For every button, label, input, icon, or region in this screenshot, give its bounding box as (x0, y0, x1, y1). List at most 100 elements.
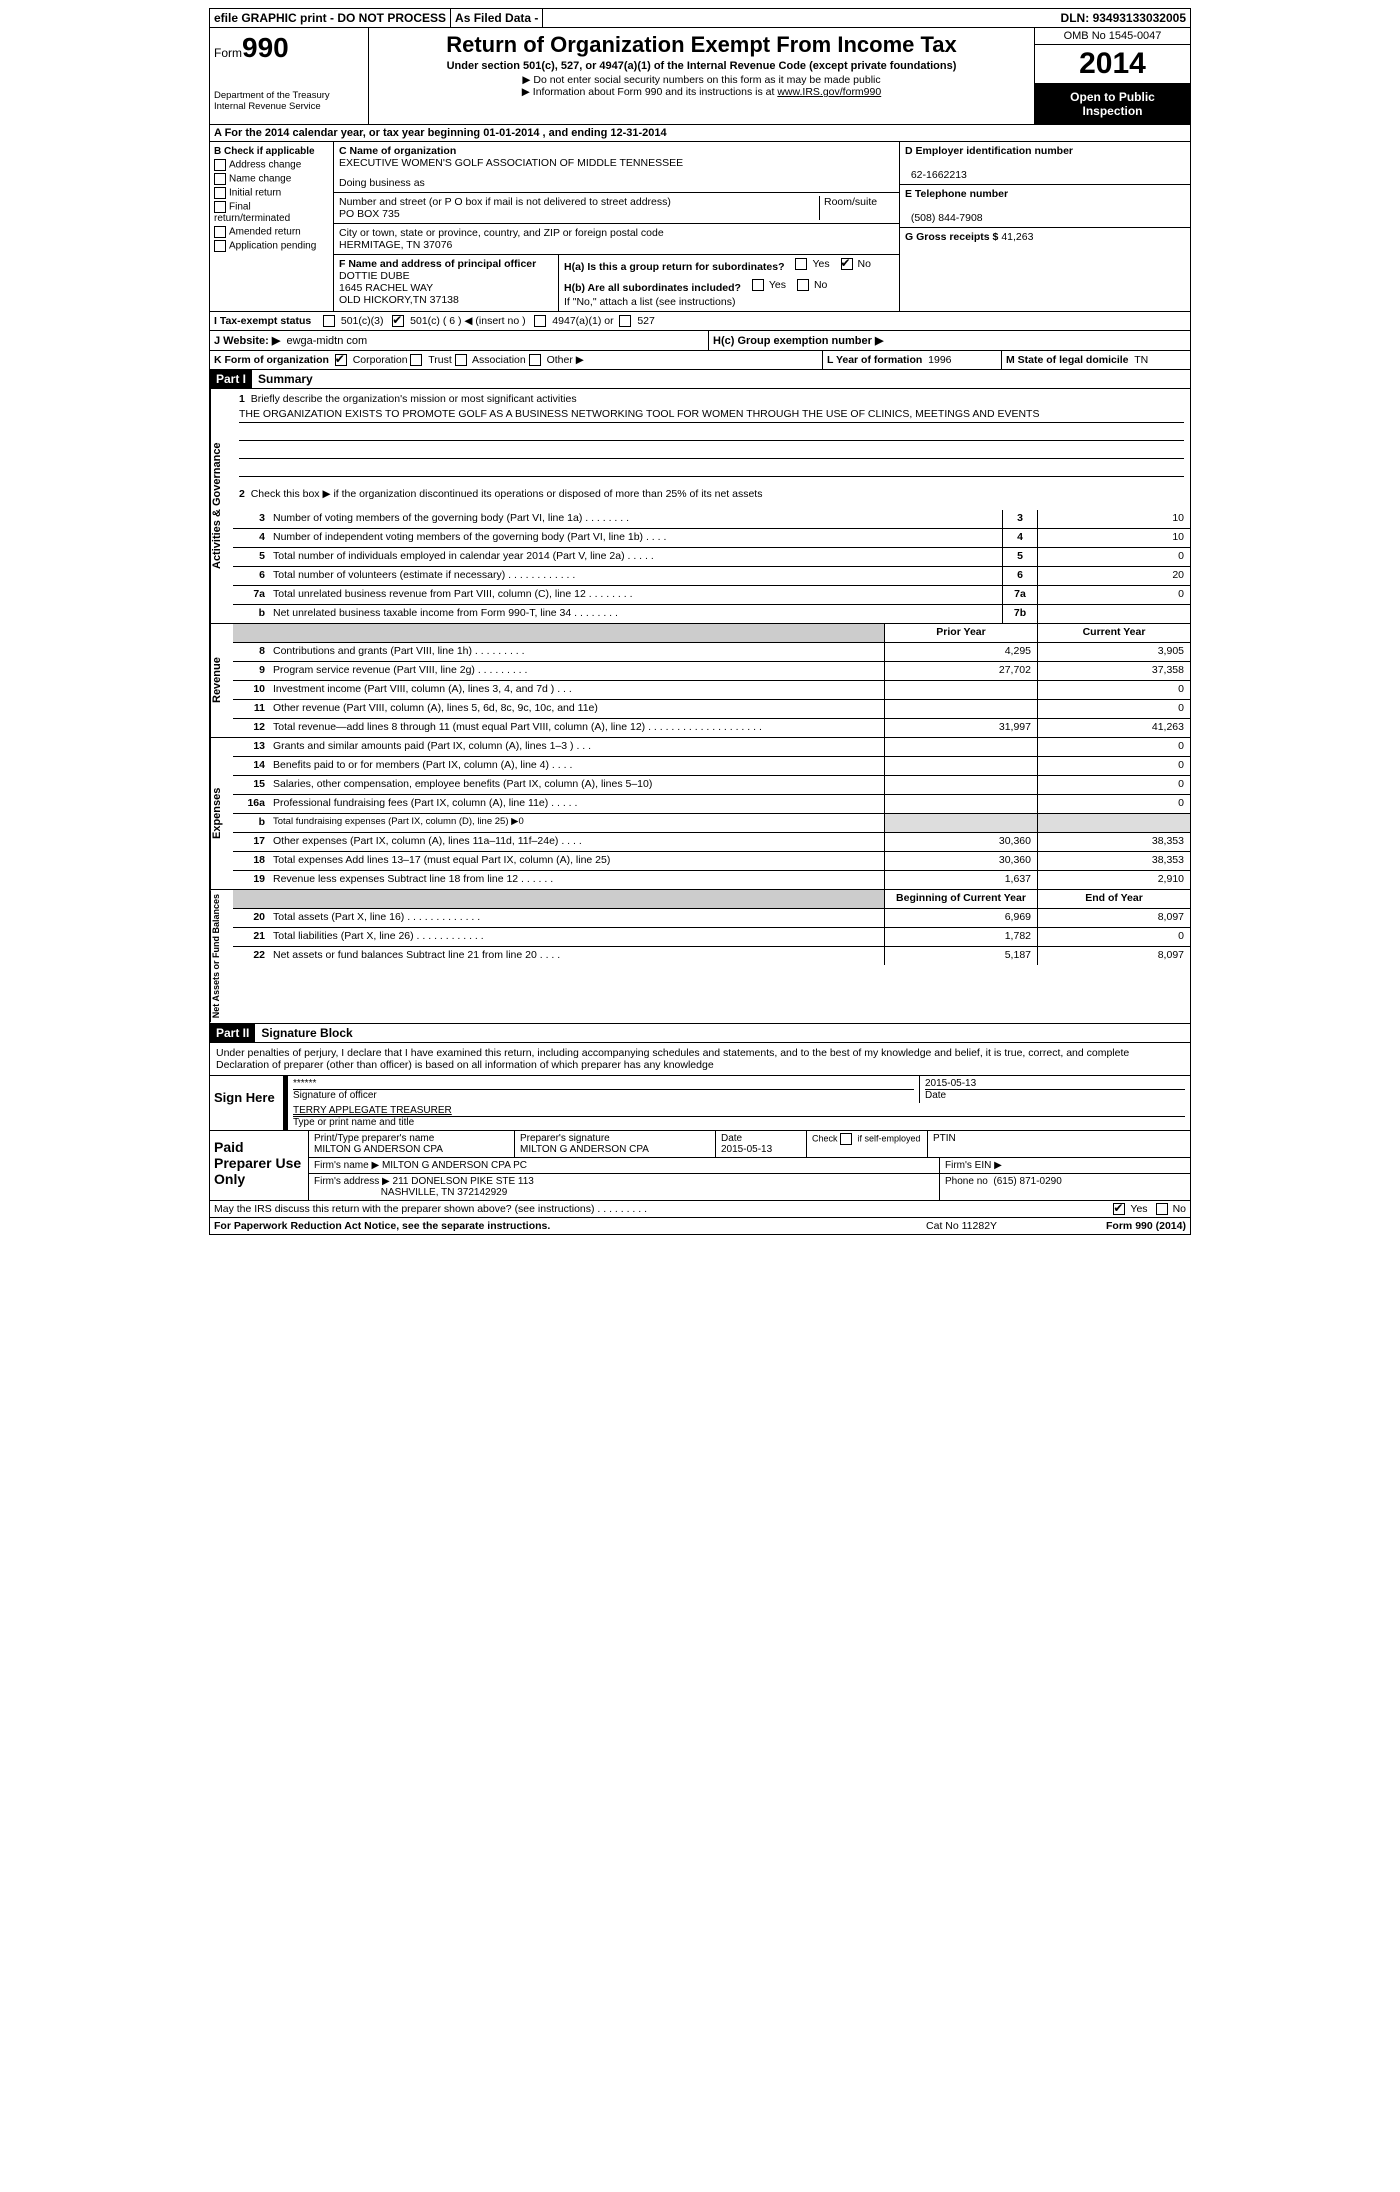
irs-link[interactable]: www.IRS.gov/form990 (777, 86, 881, 98)
501c3[interactable]: 501(c)(3) (341, 315, 384, 327)
chk-initial-return[interactable]: Initial return (214, 187, 329, 199)
chk-amended[interactable]: Amended return (214, 226, 329, 238)
irs-discuss: May the IRS discuss this return with the… (214, 1203, 1105, 1215)
data-line: 14Benefits paid to or for members (Part … (233, 757, 1190, 776)
form-number: 990 (242, 32, 289, 63)
gov-line: 7aTotal unrelated business revenue from … (233, 586, 1190, 605)
officer-name-print: TERRY APPLEGATE TREASURER (293, 1105, 1185, 1117)
sign-here-label: Sign Here (210, 1076, 284, 1130)
irs: Internal Revenue Service (214, 101, 364, 112)
ha-yes[interactable]: Yes (812, 258, 829, 270)
street-cell: Number and street (or P O box if mail is… (334, 193, 899, 224)
data-line: 19Revenue less expenses Subtract line 18… (233, 871, 1190, 889)
cat-no: Cat No 11282Y (926, 1220, 1106, 1232)
open-public: Open to Public Inspection (1035, 84, 1190, 124)
mission-blank3 (239, 462, 1184, 477)
officer-name: DOTTIE DUBE (339, 270, 410, 282)
rev-header-row: Prior Year Current Year (233, 624, 1190, 643)
officer-sig-label: Signature of officer (293, 1090, 914, 1101)
corp[interactable]: Corporation (353, 354, 408, 366)
prior-year-hdr: Prior Year (884, 624, 1037, 642)
527[interactable]: 527 (637, 315, 655, 327)
assoc[interactable]: Association (472, 354, 526, 366)
chk-final-return[interactable]: Final return/terminated (214, 201, 329, 224)
state-domicile: TN (1134, 354, 1148, 366)
form-title: Return of Organization Exempt From Incom… (375, 32, 1028, 58)
sign-here-block: Sign Here ****** Signature of officer 20… (210, 1076, 1190, 1130)
expenses-section: Expenses 13Grants and similar amounts pa… (210, 738, 1190, 890)
website[interactable]: ewga-midtn com (286, 335, 367, 347)
self-employed[interactable]: Check if self-employed (806, 1131, 927, 1157)
row-k: K Form of organization Corporation Trust… (210, 351, 1190, 370)
org-name-cell: C Name of organization EXECUTIVE WOMEN'S… (334, 142, 899, 193)
data-line: 16aProfessional fundraising fees (Part I… (233, 795, 1190, 814)
data-line: 13Grants and similar amounts paid (Part … (233, 738, 1190, 757)
dept-treasury: Department of the Treasury (214, 90, 364, 101)
data-line: 20Total assets (Part X, line 16) . . . .… (233, 909, 1190, 928)
officer-cell: F Name and address of principal officer … (334, 255, 558, 311)
exp-label: Expenses (210, 738, 233, 889)
header-left: Form990 Department of the Treasury Inter… (210, 28, 369, 124)
4947a1[interactable]: 4947(a)(1) or (552, 315, 613, 327)
header-center: Return of Organization Exempt From Incom… (369, 28, 1034, 124)
street-label: Number and street (or P O box if mail is… (339, 196, 671, 208)
prep-name-label: Print/Type preparer's name (314, 1133, 509, 1144)
col-d: D Employer identification number 62-1662… (899, 142, 1190, 311)
chk-name-change[interactable]: Name change (214, 173, 329, 185)
chk-address-change[interactable]: Address change (214, 159, 329, 171)
ha-no[interactable]: No (858, 258, 871, 270)
irs-discuss-row: May the IRS discuss this return with the… (210, 1200, 1190, 1217)
tel-cell: E Telephone number (508) 844-7908 (900, 185, 1190, 228)
hb-no[interactable]: No (814, 279, 827, 291)
city: HERMITAGE, TN 37076 (339, 239, 452, 251)
activities-governance: Activities & Governance 1 Briefly descri… (210, 389, 1190, 624)
line2-text: Check this box ▶ if the organization dis… (251, 488, 763, 500)
trust[interactable]: Trust (428, 354, 452, 366)
part1-header: Part I Summary (210, 370, 1190, 389)
h-section: H(a) Is this a group return for subordin… (558, 255, 899, 311)
na-header-row: Beginning of Current Year End of Year (233, 890, 1190, 909)
gov-line: 3Number of voting members of the governi… (233, 510, 1190, 529)
prep-date-label: Date (721, 1133, 801, 1144)
tel-label: E Telephone number (905, 188, 1008, 200)
form-org-label: K Form of organization (214, 354, 329, 366)
data-line: 21Total liabilities (Part X, line 26) . … (233, 928, 1190, 947)
other[interactable]: Other ▶ (547, 354, 584, 366)
chk-app-pending[interactable]: Application pending (214, 240, 329, 252)
part2-num: Part II (210, 1024, 255, 1042)
header-main: Form990 Department of the Treasury Inter… (210, 28, 1190, 125)
data-line: 8Contributions and grants (Part VIII, li… (233, 643, 1190, 662)
part1-title: Summary (252, 370, 319, 388)
data-line: 18Total expenses Add lines 13–17 (must e… (233, 852, 1190, 871)
year-formation-label: L Year of formation (827, 354, 922, 366)
na-label: Net Assets or Fund Balances (210, 890, 233, 1022)
discuss-no[interactable]: No (1173, 1203, 1186, 1215)
hb-note: If "No," attach a list (see instructions… (564, 296, 894, 308)
street: PO BOX 735 (339, 208, 400, 220)
part2-title: Signature Block (255, 1024, 358, 1042)
tel: (508) 844-7908 (911, 212, 983, 224)
mission-text: THE ORGANIZATION EXISTS TO PROMOTE GOLF … (239, 408, 1184, 423)
exp-lines: 13Grants and similar amounts paid (Part … (233, 738, 1190, 889)
form-footer: Form 990 (2014) (1106, 1220, 1186, 1232)
discuss-yes[interactable]: Yes (1130, 1203, 1147, 1215)
hc-label: H(c) Group exemption number ▶ (713, 335, 883, 347)
top-bar: efile GRAPHIC print - DO NOT PROCESS As … (210, 9, 1190, 28)
gov-lines: 3Number of voting members of the governi… (233, 510, 1190, 623)
room-label: Room/suite (819, 196, 894, 220)
rev-lines: 8Contributions and grants (Part VIII, li… (233, 643, 1190, 737)
tax-year: 2014 (1035, 45, 1190, 84)
dln-label: DLN: (1061, 11, 1090, 25)
ein-cell: D Employer identification number 62-1662… (900, 142, 1190, 185)
gov-line: 6Total number of volunteers (estimate if… (233, 567, 1190, 586)
officer-label: F Name and address of principal officer (339, 258, 536, 270)
mission-block: 1 Briefly describe the organization's mi… (233, 389, 1190, 484)
firm-addr2: NASHVILLE, TN 372142929 (381, 1187, 508, 1198)
row-j: J Website: ▶ ewga-midtn com H(c) Group e… (210, 331, 1190, 351)
prep-sig: MILTON G ANDERSON CPA (520, 1144, 710, 1155)
info-note: ▶ Information about Form 990 and its ins… (375, 86, 1028, 98)
501c[interactable]: 501(c) ( 6 ) ◀ (insert no ) (410, 315, 525, 327)
gov-line: 5Total number of individuals employed in… (233, 548, 1190, 567)
hb-yes[interactable]: Yes (769, 279, 786, 291)
data-line: 9Program service revenue (Part VIII, lin… (233, 662, 1190, 681)
